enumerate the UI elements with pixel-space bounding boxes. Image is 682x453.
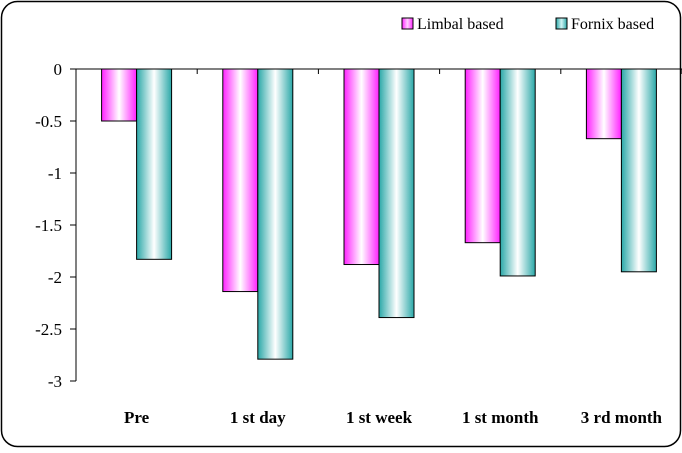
legend-swatch-fornix <box>555 17 568 30</box>
legend-swatch-limbal <box>401 17 414 30</box>
y-tick-label: -1.5 <box>35 216 62 235</box>
y-tick-label: -3 <box>48 372 62 391</box>
bar-limbal-3 <box>464 68 501 244</box>
bar-limbal-4 <box>585 68 622 140</box>
x-category-label: 3 rd month <box>581 408 663 427</box>
bar-fornix-3 <box>499 68 536 277</box>
bar-limbal-0 <box>101 68 138 122</box>
y-tick-label: -1 <box>48 164 62 183</box>
y-tick-label: -2.5 <box>35 320 62 339</box>
legend-label-fornix: Fornix based <box>571 16 654 33</box>
bar-fornix-4 <box>620 68 657 273</box>
y-tick-label: -2 <box>48 268 62 287</box>
x-category-label: 1 st day <box>230 408 286 427</box>
bar-fornix-0 <box>136 68 173 260</box>
x-category-label: Pre <box>124 408 150 427</box>
y-tick-label: -0.5 <box>35 112 62 131</box>
x-category-label: 1 st week <box>346 408 413 427</box>
x-category-label: 1 st month <box>462 408 539 427</box>
legend-label-limbal: Limbal based <box>417 16 504 33</box>
bar-limbal-2 <box>343 68 380 266</box>
bar-fornix-1 <box>257 68 294 360</box>
bar-limbal-1 <box>222 68 259 293</box>
y-tick-label: 0 <box>54 60 63 79</box>
bar-fornix-2 <box>378 68 415 319</box>
